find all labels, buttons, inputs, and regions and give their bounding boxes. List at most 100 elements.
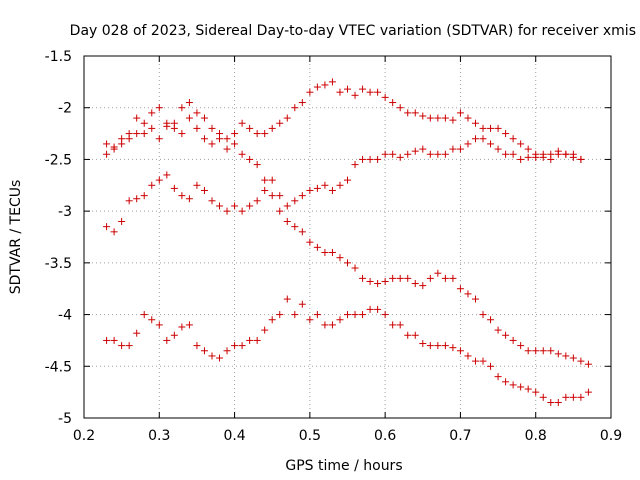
data-point: [456, 145, 464, 153]
data-point: [366, 305, 374, 313]
data-point: [231, 202, 239, 210]
data-point: [569, 393, 577, 401]
data-point: [577, 357, 585, 365]
data-point: [321, 321, 329, 329]
data-point: [193, 109, 201, 117]
y-tick-label: -3.5: [45, 256, 72, 272]
data-point: [569, 354, 577, 362]
data-point: [494, 124, 502, 132]
data-point: [328, 249, 336, 257]
data-point: [434, 342, 442, 350]
data-point: [479, 124, 487, 132]
data-point: [208, 352, 216, 360]
data-point: [366, 277, 374, 285]
data-point: [381, 150, 389, 158]
data-point: [336, 88, 344, 96]
data-point: [291, 197, 299, 205]
data-point: [411, 331, 419, 339]
y-tick-label: -2.5: [45, 152, 72, 168]
data-point: [223, 135, 231, 143]
data-point: [366, 88, 374, 96]
data-point: [238, 207, 246, 215]
data-point: [103, 150, 111, 158]
data-point: [238, 150, 246, 158]
data-point: [487, 140, 495, 148]
data-point: [321, 249, 329, 257]
data-point: [253, 161, 261, 169]
data-point: [261, 130, 269, 138]
data-point: [502, 130, 510, 138]
data-point: [298, 300, 306, 308]
data-point: [133, 130, 141, 138]
data-point: [321, 181, 329, 189]
data-point: [547, 398, 555, 406]
data-point: [276, 311, 284, 319]
data-point: [283, 202, 291, 210]
data-point: [584, 388, 592, 396]
data-point: [426, 150, 434, 158]
data-point: [449, 344, 457, 352]
data-point: [351, 161, 359, 169]
data-point: [344, 176, 351, 184]
data-point: [103, 140, 111, 148]
data-point: [539, 150, 547, 158]
data-point: [110, 336, 118, 344]
data-point: [261, 186, 269, 194]
data-point: [419, 282, 427, 290]
data-point: [456, 347, 464, 355]
data-point: [118, 217, 126, 225]
data-point: [532, 347, 540, 355]
data-point: [125, 342, 133, 350]
data-point: [517, 140, 525, 148]
data-point: [283, 295, 291, 303]
data-point: [524, 347, 532, 355]
data-point: [231, 140, 239, 148]
data-point: [471, 119, 479, 127]
data-point: [306, 316, 314, 324]
data-point: [118, 140, 126, 148]
data-point: [185, 99, 193, 107]
y-tick-label: -5: [58, 411, 72, 427]
data-point: [539, 393, 547, 401]
data-point: [464, 140, 472, 148]
plot-frame: [83, 55, 612, 419]
y-tick-label: -4.5: [45, 359, 72, 375]
data-point: [441, 342, 449, 350]
data-point: [216, 202, 224, 210]
data-point: [216, 354, 224, 362]
data-point: [328, 78, 336, 86]
data-point: [208, 124, 216, 132]
data-point: [208, 140, 216, 148]
x-axis-label: GPS time / hours: [285, 458, 402, 474]
data-point: [494, 145, 502, 153]
data-point: [404, 109, 412, 117]
data-point: [336, 181, 344, 189]
data-point: [374, 155, 382, 163]
data-point: [246, 336, 254, 344]
data-point: [306, 238, 314, 246]
data-point: [178, 130, 186, 138]
data-point: [185, 321, 193, 329]
data-point: [404, 274, 412, 282]
data-point: [163, 119, 171, 127]
data-point: [524, 153, 532, 161]
data-point: [253, 336, 261, 344]
data-point: [509, 150, 517, 158]
data-point: [441, 114, 449, 122]
data-point: [148, 181, 156, 189]
data-point: [155, 321, 163, 329]
y-tick-label: -2: [58, 101, 72, 117]
data-point: [584, 360, 592, 368]
data-point: [208, 197, 216, 205]
data-point: [502, 378, 510, 386]
data-point: [577, 155, 585, 163]
data-point: [509, 135, 517, 143]
data-point: [426, 274, 434, 282]
data-point: [261, 326, 269, 334]
data-point: [441, 274, 449, 282]
data-point: [170, 331, 178, 339]
data-point: [366, 155, 374, 163]
data-point: [298, 192, 306, 200]
data-point: [298, 99, 306, 107]
data-point: [178, 323, 186, 331]
